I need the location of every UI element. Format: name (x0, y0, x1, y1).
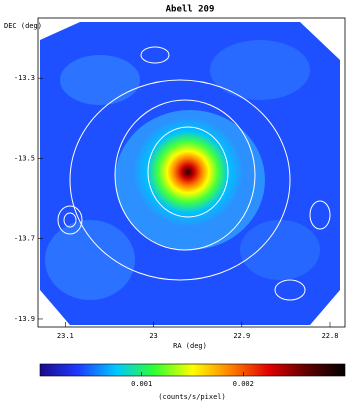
plot-frame (37, 17, 346, 328)
sky-map (40, 22, 340, 325)
colorbar-label: (counts/s/pixel) (158, 393, 225, 401)
colorbar (39, 363, 346, 377)
colorbar-tick-label: 0.001 (131, 380, 152, 388)
x-tick-label: 23 (149, 332, 157, 340)
chart-title: Abell 209 (166, 5, 215, 15)
x-tick-label: 23.1 (57, 332, 74, 340)
colorbar-tick-label: 0.002 (233, 380, 254, 388)
x-tick-label: 22.9 (233, 332, 250, 340)
y-tick-label: -13.3 (14, 74, 35, 82)
contours (57, 46, 331, 301)
y-tick-label: -13.7 (14, 235, 35, 243)
y-tick-label: -13.9 (14, 315, 35, 323)
x-axis-label: RA (deg) (173, 342, 207, 350)
y-tick-label: -13.5 (14, 154, 35, 162)
y-axis-label: DEC (deg) (4, 22, 42, 30)
x-tick-label: 22.8 (322, 332, 339, 340)
